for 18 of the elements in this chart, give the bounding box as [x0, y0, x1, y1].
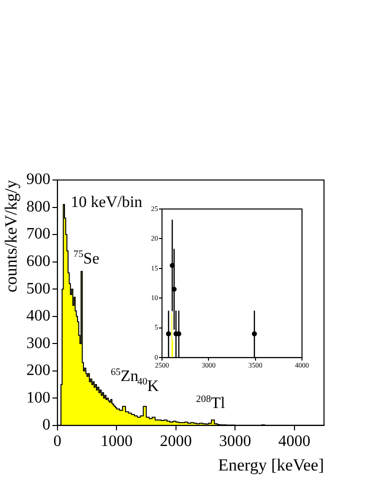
y-tick-label: 200	[26, 362, 50, 380]
x-axis-title: Energy [keVee]	[218, 455, 324, 474]
y-tick-label: 300	[26, 334, 50, 352]
y-tick-label: 800	[26, 198, 50, 216]
x-tick-label: 2000	[160, 433, 192, 450]
y-tick-label: 100	[26, 389, 50, 406]
y-axis-title: counts/keV/kg/y	[2, 180, 21, 292]
y-tick-label: 500	[26, 280, 50, 298]
y-tick-label: 700	[26, 226, 50, 243]
y-tick-label: 400	[26, 308, 50, 325]
x-tick-label: 0	[53, 433, 62, 450]
x-tick-label: 3000	[219, 433, 252, 450]
y-tick-label: 600	[26, 253, 50, 270]
x-tick-label: 4000	[278, 433, 310, 450]
y-tick-label: 900	[26, 171, 50, 188]
x-tick-label: 1000	[100, 433, 133, 450]
y-tick-label: 0	[42, 416, 50, 434]
annotation: 10 keV/bin	[70, 194, 142, 211]
